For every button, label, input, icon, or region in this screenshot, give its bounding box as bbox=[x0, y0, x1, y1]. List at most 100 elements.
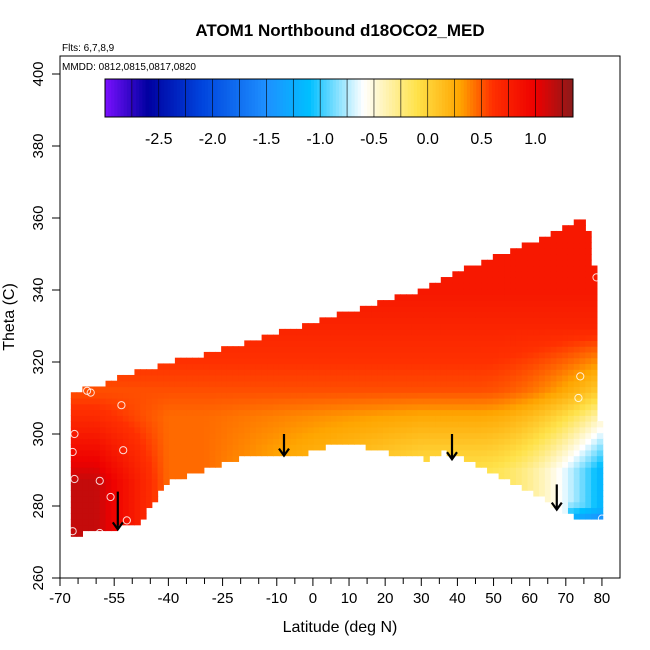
heatmap-cell bbox=[394, 323, 401, 330]
heatmap-cell bbox=[481, 311, 488, 318]
heatmap-cell bbox=[128, 444, 136, 451]
heatmap-cell bbox=[475, 409, 482, 416]
heatmap-cell bbox=[550, 490, 558, 497]
heatmap-cell bbox=[400, 323, 407, 330]
heatmap-cell bbox=[429, 311, 436, 318]
sample-point bbox=[68, 447, 77, 457]
heatmap-cell bbox=[93, 449, 101, 457]
heatmap-cell bbox=[562, 288, 569, 295]
heatmap-cell bbox=[573, 490, 581, 497]
heatmap-cell bbox=[487, 323, 494, 330]
heatmap-cell bbox=[469, 334, 477, 341]
heatmap-cell bbox=[469, 300, 477, 307]
heatmap-cell bbox=[562, 495, 569, 503]
heatmap-cell bbox=[481, 415, 488, 422]
heatmap-cell bbox=[284, 403, 292, 411]
heatmap-cell bbox=[596, 490, 604, 497]
heatmap-cell bbox=[371, 438, 378, 445]
heatmap-cell bbox=[377, 432, 384, 439]
heatmap-cell bbox=[348, 409, 355, 416]
heatmap-cell bbox=[579, 242, 586, 249]
heatmap-cell bbox=[371, 398, 378, 405]
heatmap-cell bbox=[88, 495, 95, 503]
heatmap-cell bbox=[88, 432, 95, 439]
heatmap-cell bbox=[88, 518, 95, 526]
heatmap-cell bbox=[273, 432, 280, 439]
heatmap-cell bbox=[498, 461, 505, 468]
colorbar-swatch bbox=[257, 79, 262, 117]
heatmap-cell bbox=[400, 340, 407, 347]
heatmap-cell bbox=[458, 323, 465, 330]
heatmap-cell bbox=[330, 340, 338, 347]
heatmap-cell bbox=[157, 438, 164, 445]
heatmap-cell bbox=[307, 415, 315, 422]
heatmap-cell bbox=[261, 369, 268, 376]
heatmap-cell bbox=[336, 351, 344, 359]
heatmap-cell bbox=[498, 294, 505, 301]
heatmap-cell bbox=[394, 449, 401, 457]
heatmap-cell bbox=[504, 421, 511, 428]
heatmap-cell bbox=[446, 449, 453, 457]
heatmap-cell bbox=[382, 432, 390, 439]
heatmap-cell bbox=[492, 415, 500, 422]
x-tick-label: 10 bbox=[341, 590, 358, 607]
heatmap-cell bbox=[406, 421, 413, 428]
heatmap-cell bbox=[440, 277, 448, 284]
colorbar-swatch bbox=[432, 79, 437, 117]
heatmap-cell bbox=[215, 421, 222, 428]
heatmap-cell bbox=[140, 501, 147, 509]
heatmap-cell bbox=[446, 300, 453, 307]
heatmap-cell bbox=[423, 426, 430, 434]
heatmap-cell bbox=[169, 380, 176, 388]
heatmap-cell bbox=[585, 305, 592, 313]
heatmap-cell bbox=[504, 403, 511, 411]
heatmap-cell bbox=[591, 501, 598, 509]
heatmap-cell bbox=[527, 294, 534, 301]
heatmap-cell bbox=[539, 351, 546, 359]
heatmap-cell bbox=[440, 311, 448, 318]
heatmap-cell bbox=[330, 426, 338, 434]
heatmap-cell bbox=[521, 271, 529, 278]
heatmap-cell bbox=[515, 265, 523, 272]
heatmap-cell bbox=[278, 426, 286, 434]
heatmap-cell bbox=[417, 311, 425, 318]
heatmap-cell bbox=[284, 449, 292, 457]
heatmap-cell bbox=[134, 374, 141, 382]
heatmap-cell bbox=[573, 236, 581, 244]
colorbar-swatch bbox=[245, 79, 250, 117]
heatmap-cell bbox=[203, 392, 211, 399]
heatmap-cell bbox=[70, 415, 78, 422]
heatmap-cell bbox=[198, 438, 205, 445]
heatmap-cell bbox=[203, 449, 211, 457]
heatmap-cell bbox=[452, 305, 459, 313]
heatmap-cell bbox=[487, 277, 494, 284]
heatmap-cell bbox=[533, 357, 540, 365]
heatmap-cell bbox=[163, 432, 170, 439]
heatmap-cell bbox=[388, 380, 396, 388]
colorbar-swatch bbox=[495, 79, 499, 117]
heatmap-cell bbox=[180, 449, 188, 457]
heatmap-cell bbox=[492, 294, 500, 301]
heatmap-cell bbox=[273, 421, 280, 428]
heatmap-cell bbox=[122, 409, 130, 416]
heatmap-cell bbox=[140, 426, 147, 434]
heatmap-cell bbox=[180, 461, 188, 468]
heatmap-cell bbox=[544, 398, 552, 405]
heatmap-cell bbox=[406, 380, 413, 388]
heatmap-cell bbox=[76, 518, 83, 526]
heatmap-cell bbox=[313, 426, 321, 434]
heatmap-cell bbox=[226, 421, 234, 428]
heatmap-cell bbox=[440, 346, 448, 353]
colorbar-swatch bbox=[320, 79, 324, 117]
heatmap-cell bbox=[579, 328, 586, 336]
heatmap-cell bbox=[261, 403, 268, 411]
heatmap-cell bbox=[469, 277, 477, 284]
heatmap-cell bbox=[556, 334, 563, 341]
heatmap-cell bbox=[255, 426, 263, 434]
heatmap-cell bbox=[232, 455, 240, 462]
heatmap-cell bbox=[527, 363, 534, 370]
heatmap-cell bbox=[198, 432, 205, 439]
heatmap-cell bbox=[348, 398, 355, 405]
heatmap-cell bbox=[544, 265, 552, 272]
heatmap-cell bbox=[446, 403, 453, 411]
